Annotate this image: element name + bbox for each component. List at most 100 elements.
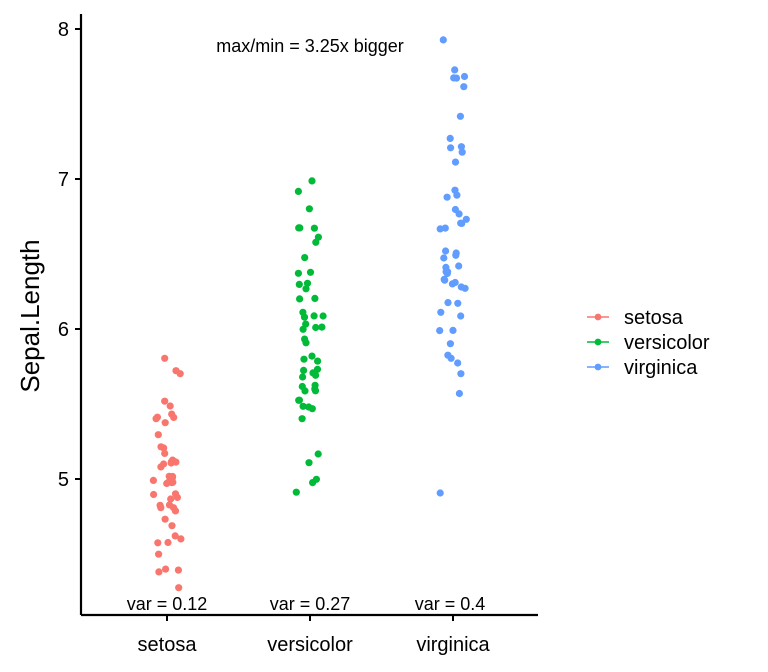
data-point-versicolor [299, 402, 307, 410]
data-point-setosa [171, 532, 179, 540]
x-tick-label: versicolor [267, 634, 353, 656]
ratio-annotation: max/min = 3.25x bigger [216, 36, 404, 56]
data-point-virginica [454, 299, 462, 307]
data-point-setosa [176, 370, 184, 378]
data-point-versicolor [296, 295, 304, 303]
data-point-setosa [171, 490, 180, 498]
data-point-virginica [460, 83, 468, 91]
data-point-virginica [437, 308, 445, 316]
data-point-versicolor [308, 177, 316, 185]
data-point-versicolor [302, 285, 310, 293]
data-point-versicolor [294, 187, 302, 195]
data-point-virginica [454, 359, 462, 367]
data-point-virginica [458, 148, 466, 156]
data-point-virginica [452, 251, 460, 259]
data-point-versicolor [295, 280, 303, 288]
data-point-virginica [443, 193, 451, 201]
data-point-virginica [451, 158, 460, 166]
data-point-versicolor [311, 294, 319, 302]
data-point-virginica [439, 36, 447, 44]
data-point-versicolor [314, 450, 322, 458]
data-point-setosa [164, 538, 172, 547]
data-point-virginica [457, 283, 465, 291]
data-point-virginica [436, 489, 444, 497]
data-point-versicolor [306, 268, 315, 276]
data-point-virginica [448, 280, 456, 288]
data-point-setosa [155, 550, 163, 558]
data-point-virginica [440, 254, 448, 262]
data-point-setosa [177, 535, 185, 543]
data-point-virginica [455, 389, 463, 398]
data-point-virginica [446, 340, 454, 348]
legend-label-virginica: virginica [624, 357, 698, 379]
data-point-setosa [150, 490, 158, 499]
data-point-virginica [451, 66, 459, 74]
variance-label: var = 0.27 [270, 594, 351, 614]
data-point-versicolor [300, 355, 308, 363]
data-point-virginica [460, 72, 469, 81]
data-point-versicolor [300, 313, 309, 321]
data-point-versicolor [313, 365, 322, 373]
legend-label-setosa: setosa [624, 307, 684, 329]
data-point-setosa [161, 515, 169, 523]
data-point-virginica [442, 268, 450, 276]
x-tick-label: setosa [138, 634, 198, 656]
data-point-virginica [440, 275, 448, 283]
data-point-versicolor [301, 254, 309, 262]
y-tick-label: 7 [58, 169, 69, 191]
data-point-setosa [161, 354, 169, 362]
data-point-versicolor [300, 366, 308, 374]
data-point-setosa [168, 522, 176, 530]
variance-labels: var = 0.12 var = 0.27 var = 0.4 [127, 594, 486, 614]
data-point-virginica [436, 327, 444, 335]
data-point-setosa [162, 565, 170, 573]
data-point-setosa [153, 413, 161, 421]
data-point-setosa [149, 476, 157, 484]
data-point-versicolor [295, 396, 303, 404]
data-point-virginica [455, 262, 463, 270]
data-point-versicolor [303, 279, 312, 287]
data-point-setosa [174, 566, 182, 574]
x-tick-label: virginica [416, 634, 490, 656]
data-point-setosa [166, 402, 174, 410]
data-point-versicolor [302, 320, 310, 328]
data-point-setosa [165, 501, 174, 509]
data-point-virginica [457, 219, 465, 227]
data-point-setosa [155, 568, 163, 576]
data-point-virginica [449, 326, 457, 334]
data-point-virginica [457, 312, 465, 320]
points-layer [149, 36, 470, 592]
data-point-versicolor [311, 381, 319, 389]
data-point-versicolor [305, 459, 313, 467]
data-point-setosa [161, 449, 169, 457]
data-point-virginica [436, 225, 444, 233]
legend-label-versicolor: versicolor [624, 332, 710, 354]
data-point-setosa [154, 431, 162, 439]
y-tick-label: 8 [58, 19, 69, 41]
variance-label: var = 0.4 [415, 594, 486, 614]
data-point-virginica [457, 370, 465, 378]
data-point-versicolor [292, 488, 300, 496]
y-axis-ticks: 5 6 7 8 [58, 19, 81, 491]
y-tick-label: 6 [58, 319, 69, 341]
y-tick-label: 5 [58, 469, 69, 491]
data-point-virginica [447, 144, 455, 152]
data-point-versicolor [308, 352, 316, 360]
legend-key-point [594, 363, 602, 371]
data-point-setosa [157, 443, 165, 451]
data-point-versicolor [298, 382, 306, 391]
data-point-versicolor [298, 415, 306, 423]
data-point-virginica [452, 74, 461, 82]
data-point-setosa [168, 479, 176, 487]
data-point-setosa [161, 397, 169, 405]
data-point-versicolor [314, 233, 322, 241]
data-point-setosa [154, 539, 162, 547]
data-point-versicolor [318, 323, 326, 331]
data-point-versicolor [310, 312, 318, 320]
data-point-setosa [161, 419, 169, 427]
variance-label: var = 0.12 [127, 594, 208, 614]
data-point-versicolor [312, 323, 320, 332]
data-point-setosa [156, 501, 164, 509]
legend: setosa versicolor virginica [587, 307, 710, 379]
